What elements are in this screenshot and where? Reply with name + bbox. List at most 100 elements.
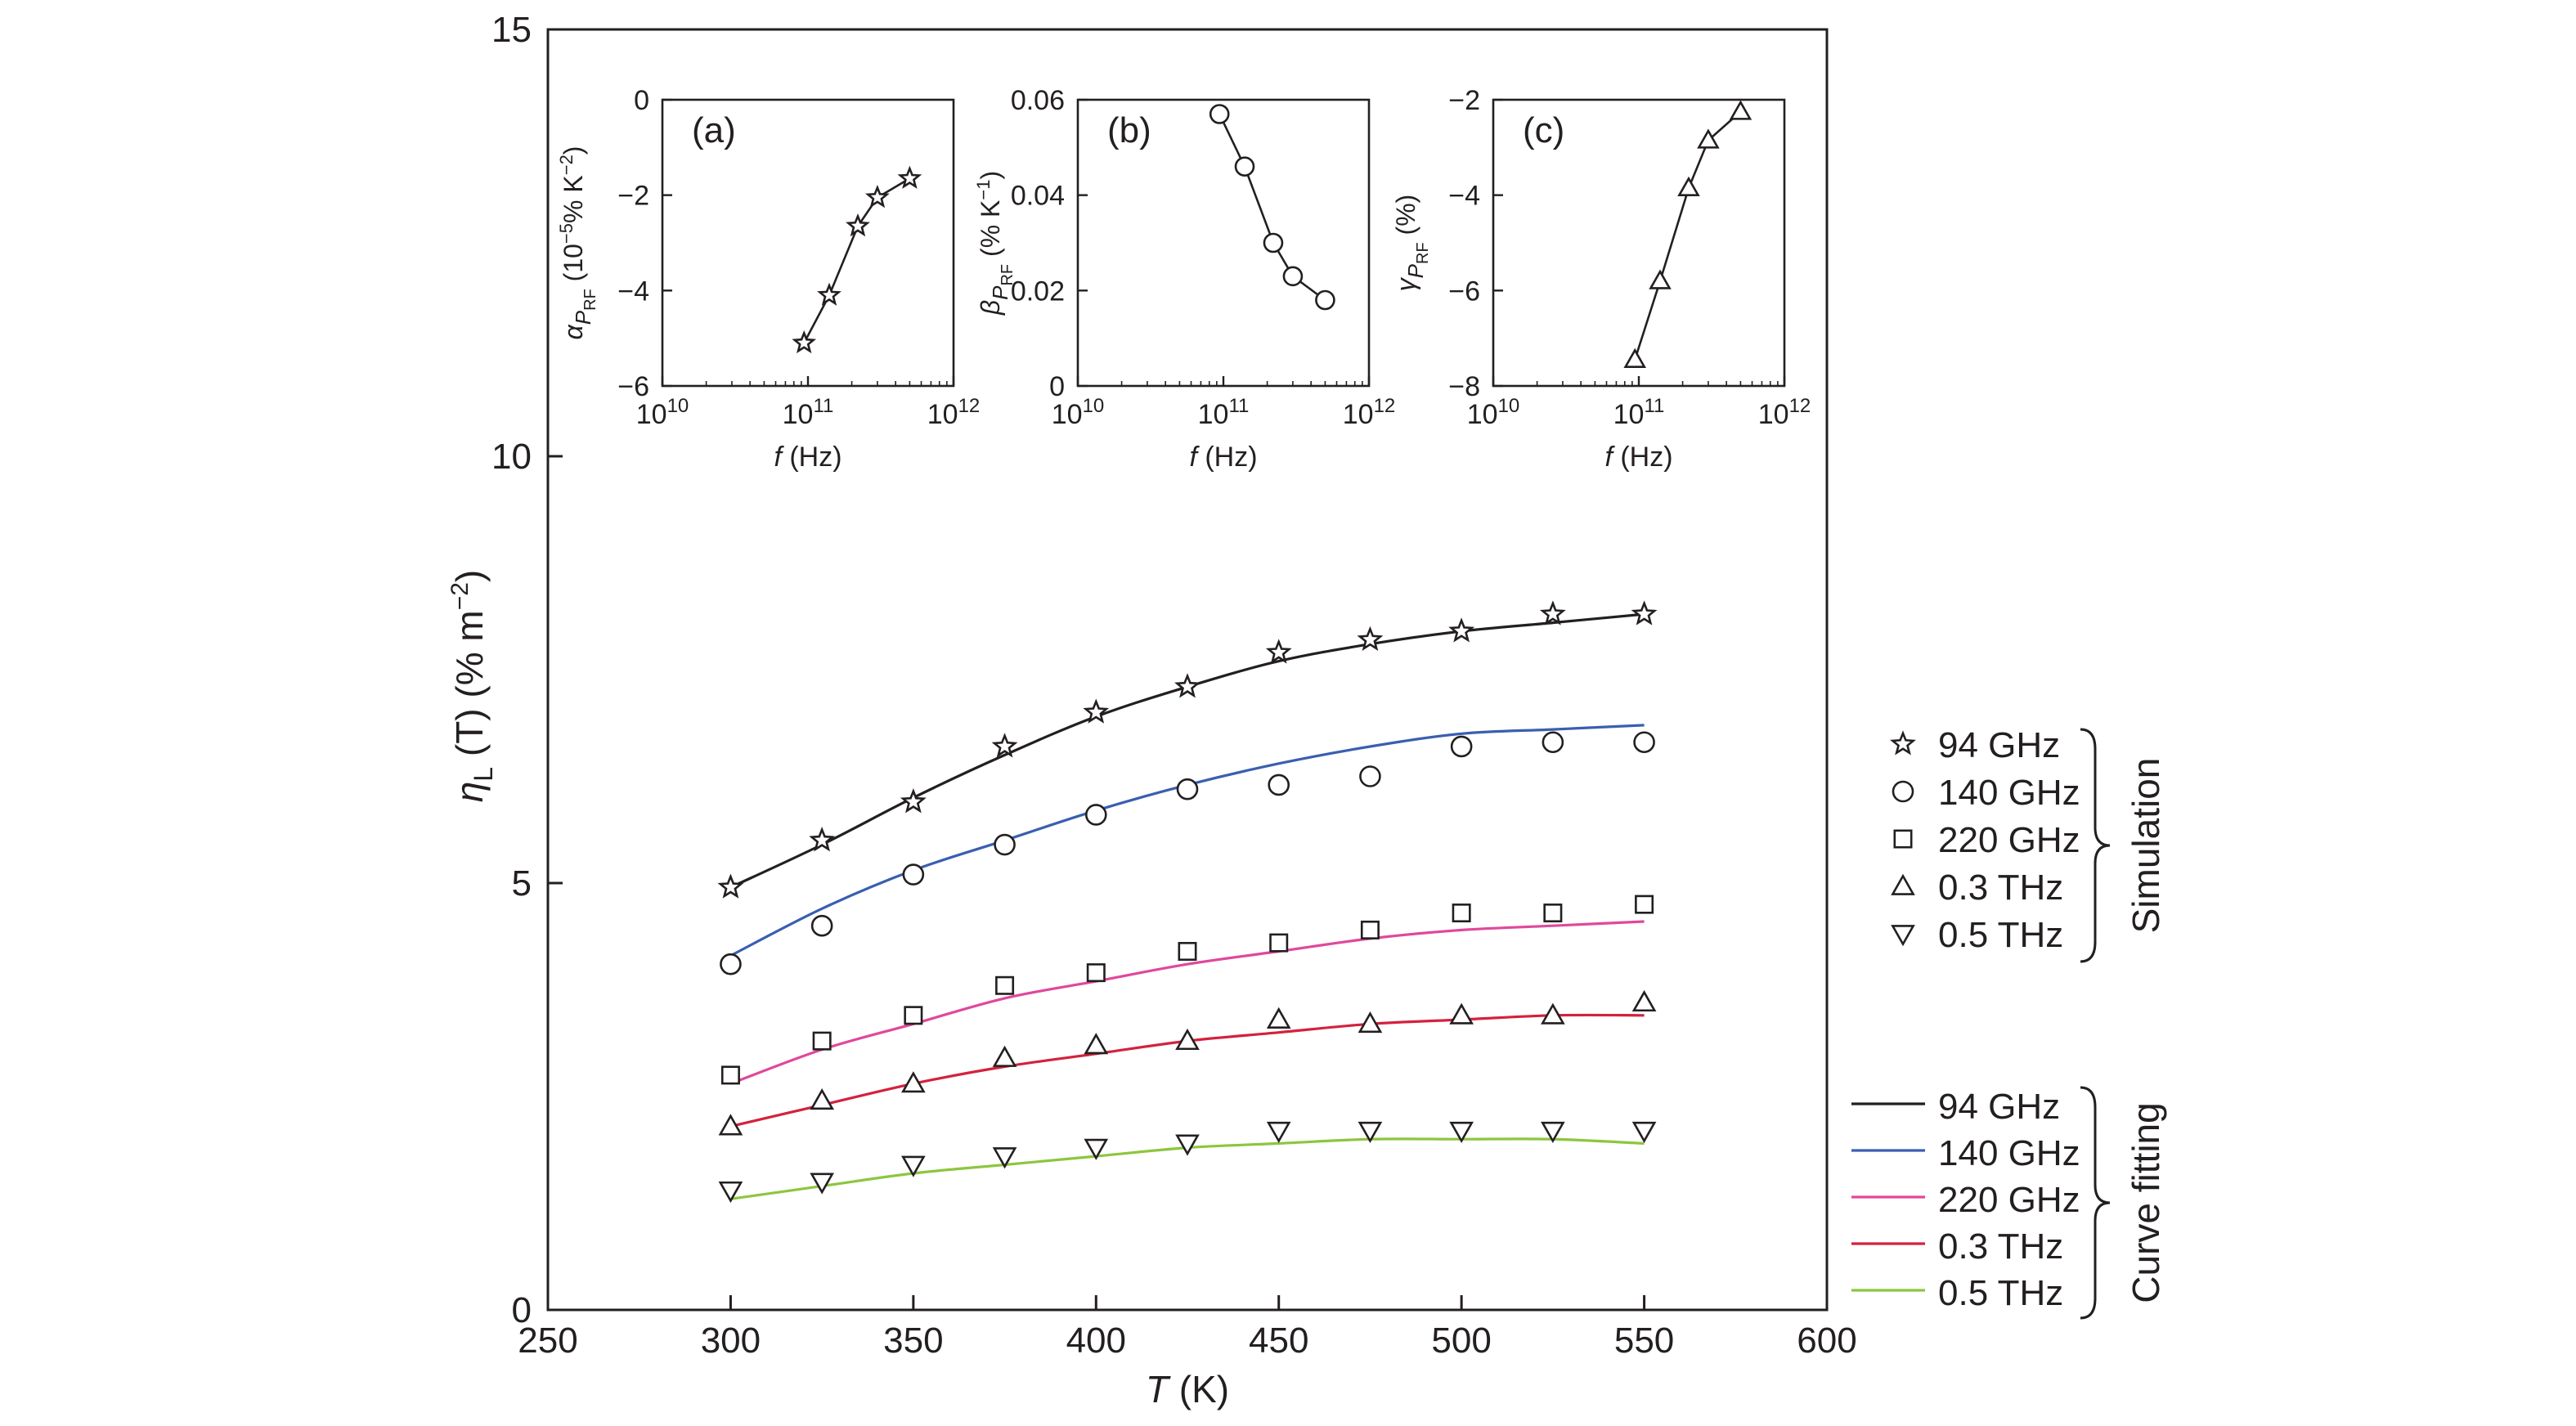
sim-point [1083, 698, 1110, 724]
inset-y-label-rest: (10 [559, 244, 588, 289]
legend: 94 GHz 140 GHz 220 GHz 0.3 THz 0.5 THz 94 GHz… [1851, 725, 2167, 1320]
inset-y-axis-label: αPRF (10−5% K−2) [556, 146, 599, 340]
sim-point [1084, 1138, 1109, 1160]
sim-point [1633, 731, 1655, 754]
inset-x-tick-exp: 12 [1374, 395, 1396, 417]
inset-x-tick-base: 10 [1613, 399, 1645, 430]
legend-label: 0.3 THz [1938, 868, 2063, 908]
inset-y-axis-label: βPRF (% K−1) [973, 171, 1016, 316]
sim-point [1175, 1134, 1200, 1156]
inset-y-label-exp1: −5 [556, 223, 577, 244]
inset-point [1234, 156, 1255, 177]
inset-y-tick-label: −6 [1448, 276, 1480, 307]
inset-y-label-rest: (%) [1391, 195, 1420, 243]
inset-point [897, 165, 922, 189]
legend-label: 0.5 THz [1938, 915, 2063, 955]
sim-point [1452, 904, 1471, 923]
y-axis-label-rest: (T) (% m [448, 610, 491, 767]
inset-x-axis-label: f (Hz) [774, 442, 841, 473]
sim-point [720, 1065, 740, 1085]
x-tick-label: 600 [1797, 1321, 1856, 1361]
y-tick-label: 10 [491, 437, 532, 477]
inset-panel-label: (b) [1107, 110, 1151, 150]
inset-y-label-rest: (% K [976, 200, 1005, 264]
sim-point [995, 975, 1015, 995]
x-tick-label: 250 [518, 1321, 577, 1361]
y-axis-label-symbol: η [448, 782, 491, 803]
inset-point [1729, 100, 1752, 120]
sim-point [1449, 1121, 1474, 1143]
legend-label: 220 GHz [1938, 1180, 2080, 1220]
x-tick-label: 300 [701, 1321, 761, 1361]
inset-point [1677, 176, 1700, 197]
sim-point [991, 733, 1018, 758]
sim-point [717, 873, 744, 899]
x-axis-label-unit: (K) [1169, 1368, 1229, 1410]
inset-x-tick-label: 1010 [636, 395, 689, 430]
inset-x-axis-label: f (Hz) [1604, 442, 1672, 473]
sim-point [1084, 1033, 1109, 1055]
inset-y-label-subsub: RF [1414, 242, 1432, 264]
sim-point [1265, 639, 1292, 664]
legend-label: 0.3 THz [1938, 1226, 2063, 1267]
legend-label: 94 GHz [1938, 1087, 2060, 1127]
inset-point [1649, 269, 1672, 289]
legend-marker [1891, 925, 1915, 947]
sim-point [1541, 1002, 1565, 1025]
sim-point [1084, 804, 1107, 826]
legend-group-simulation: Simulation [2125, 758, 2167, 934]
main-plot-frame [546, 28, 1829, 1312]
inset-x-label-unit: (Hz) [782, 442, 842, 473]
sim-point [809, 827, 836, 852]
inset-y-tick-label: −2 [1448, 85, 1480, 116]
sim-point [901, 1155, 926, 1177]
inset-x-tick-label: 1010 [1052, 395, 1105, 430]
sim-point [1359, 765, 1381, 787]
inset-point [1697, 128, 1720, 149]
inset-y-label-close: ) [976, 171, 1005, 180]
legend-brace-simulation [2080, 728, 2111, 963]
sim-point [812, 1031, 832, 1051]
sim-point [1174, 673, 1200, 698]
sim-point [1360, 920, 1380, 939]
sim-point [901, 1071, 926, 1093]
legend-label: 0.5 THz [1938, 1273, 2063, 1313]
inset-x-tick-label: 1012 [1343, 395, 1396, 430]
legend-label: 220 GHz [1938, 820, 2080, 860]
inset-x-tick-exp: 11 [1644, 395, 1664, 417]
sim-point [1631, 600, 1658, 626]
inset-x-tick-exp: 12 [958, 395, 981, 417]
inset-frame [1076, 98, 1371, 388]
inset-y-label-sub: P [1403, 263, 1428, 278]
sim-point [1266, 1007, 1291, 1029]
legend-marker [1893, 829, 1913, 849]
x-tick-label: 500 [1431, 1321, 1491, 1361]
inset-y-tick-label: −6 [617, 371, 649, 402]
sim-point [718, 1114, 743, 1136]
inset-point [1209, 104, 1230, 124]
x-tick-label: 350 [883, 1321, 943, 1361]
inset-y-label-close: ) [559, 146, 588, 155]
sim-point [1266, 1121, 1291, 1143]
inset-point [1263, 232, 1284, 253]
inset-y-label-symbol: α [559, 324, 588, 339]
inset-3: 1010 1011 1012−8−6−4−2(c)f (Hz)γPRF (%) [1391, 85, 1811, 473]
x-tick-label: 550 [1614, 1321, 1674, 1361]
x-tick-label: 400 [1066, 1321, 1126, 1361]
inset-y-label-symbol: β [976, 300, 1005, 316]
inset-1: 1010 1011 1012−6−4−20(a)f (Hz)αPRF (10−5% … [556, 85, 980, 473]
y-tick-label: 5 [512, 863, 532, 904]
inset-x-tick-base: 10 [1198, 399, 1229, 430]
sim-point [1269, 933, 1289, 953]
inset-y-tick-label: −8 [1448, 371, 1480, 402]
inset-y-axis-label: γPRF (%) [1391, 195, 1432, 292]
fit-curve [729, 612, 1645, 889]
inset-y-tick-label: 0 [1049, 371, 1065, 402]
sim-point [1543, 904, 1563, 923]
inset-x-tick-label: 1012 [1758, 395, 1811, 430]
inset-y-label-subsub: RF [581, 289, 599, 311]
legend-brace-fitting [2080, 1086, 2111, 1320]
x-axis-label-symbol: T [1146, 1368, 1171, 1410]
